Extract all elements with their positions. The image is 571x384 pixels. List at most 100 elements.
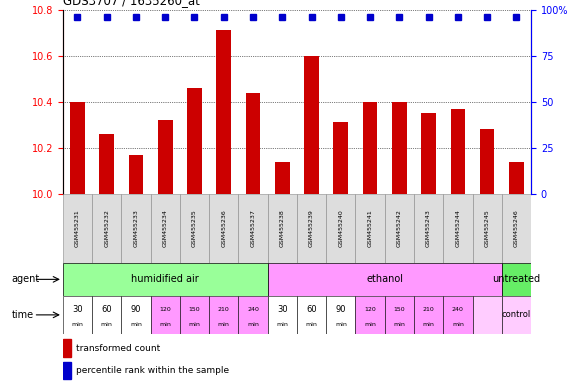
Text: min: min (335, 322, 347, 327)
Text: GSM455238: GSM455238 (280, 210, 285, 247)
Text: 90: 90 (131, 305, 141, 314)
Text: GSM455237: GSM455237 (251, 210, 256, 247)
Bar (63, 339, 71, 356)
Text: 240: 240 (247, 306, 259, 312)
Bar (443, 194, 473, 263)
Text: 120: 120 (364, 306, 376, 312)
Text: min: min (247, 322, 259, 327)
Text: GSM455236: GSM455236 (221, 210, 226, 247)
Bar (326, 296, 355, 334)
Text: min: min (364, 322, 376, 327)
Text: 210: 210 (423, 306, 435, 312)
Bar (414, 296, 443, 334)
Bar (472, 194, 502, 263)
Bar (385, 194, 414, 263)
Text: GSM455233: GSM455233 (134, 210, 139, 247)
Text: GSM455239: GSM455239 (309, 210, 314, 247)
Bar (216, 30, 231, 194)
Text: min: min (276, 322, 288, 327)
Bar (151, 296, 180, 334)
Bar (333, 122, 348, 194)
Bar (268, 263, 502, 296)
Bar (158, 120, 172, 194)
Text: 120: 120 (159, 306, 171, 312)
Bar (443, 296, 473, 334)
Bar (239, 194, 268, 263)
Text: GSM455242: GSM455242 (397, 210, 402, 247)
Text: min: min (305, 322, 317, 327)
Text: GSM455246: GSM455246 (514, 210, 519, 247)
Text: min: min (100, 322, 112, 327)
Text: min: min (130, 322, 142, 327)
Bar (297, 194, 326, 263)
Text: GDS3707 / 1635260_at: GDS3707 / 1635260_at (63, 0, 200, 7)
Text: 60: 60 (102, 305, 112, 314)
Bar (304, 56, 319, 194)
Text: transformed count: transformed count (76, 344, 160, 353)
Text: 60: 60 (306, 305, 317, 314)
Text: 210: 210 (218, 306, 230, 312)
Bar (472, 296, 502, 334)
Text: 30: 30 (72, 305, 83, 314)
Text: humidified air: humidified air (131, 274, 199, 285)
Bar (502, 263, 531, 296)
Bar (121, 296, 151, 334)
Bar (128, 155, 143, 194)
Bar (92, 296, 121, 334)
Text: GSM455244: GSM455244 (455, 210, 460, 247)
Bar (326, 194, 355, 263)
Bar (239, 296, 268, 334)
Text: min: min (71, 322, 83, 327)
Bar (151, 194, 180, 263)
Text: 150: 150 (188, 306, 200, 312)
Bar (451, 109, 465, 194)
Bar (63, 263, 268, 296)
Text: GSM455234: GSM455234 (163, 210, 168, 247)
Text: min: min (423, 322, 435, 327)
Bar (414, 194, 443, 263)
Text: GSM455241: GSM455241 (368, 210, 373, 247)
Text: time: time (11, 310, 34, 320)
Bar (502, 194, 531, 263)
Bar (63, 362, 71, 379)
Bar (187, 88, 202, 194)
Bar (297, 296, 326, 334)
Bar (209, 194, 238, 263)
Text: 90: 90 (336, 305, 346, 314)
Text: GSM455243: GSM455243 (426, 210, 431, 247)
Text: 240: 240 (452, 306, 464, 312)
Text: GSM455232: GSM455232 (104, 210, 109, 247)
Bar (180, 194, 209, 263)
Text: min: min (159, 322, 171, 327)
Bar (421, 113, 436, 194)
Text: min: min (218, 322, 230, 327)
Bar (509, 162, 524, 194)
Bar (385, 296, 414, 334)
Bar (355, 194, 385, 263)
Bar (209, 296, 238, 334)
Text: untreated: untreated (492, 274, 541, 285)
Bar (246, 93, 260, 194)
Bar (121, 194, 151, 263)
Text: min: min (393, 322, 405, 327)
Text: ethanol: ethanol (366, 274, 403, 285)
Bar (502, 296, 531, 334)
Bar (480, 129, 494, 194)
Text: control: control (502, 310, 531, 319)
Text: GSM455240: GSM455240 (338, 210, 343, 247)
Bar (268, 194, 297, 263)
Text: min: min (188, 322, 200, 327)
Bar (355, 296, 385, 334)
Bar (392, 102, 407, 194)
Bar (63, 194, 92, 263)
Text: GSM455231: GSM455231 (75, 210, 80, 247)
Bar (275, 162, 289, 194)
Text: 30: 30 (277, 305, 288, 314)
Text: GSM455245: GSM455245 (485, 210, 490, 247)
Bar (180, 296, 209, 334)
Text: GSM455235: GSM455235 (192, 210, 197, 247)
Text: percentile rank within the sample: percentile rank within the sample (76, 366, 229, 375)
Text: min: min (452, 322, 464, 327)
Bar (268, 296, 297, 334)
Bar (99, 134, 114, 194)
